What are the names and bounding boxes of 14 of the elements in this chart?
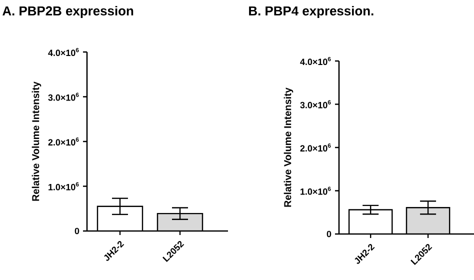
y-tick-label: 1.0×10$^{6}$ <box>48 182 79 190</box>
y-axis-title: Relative Volume Intensity <box>32 82 42 201</box>
y-tick-label: 2.0×10$^{6}$ <box>300 143 331 152</box>
y-tick-label: 3.0×10$^{6}$ <box>48 92 79 101</box>
y-tick-label: 2.0×10$^{6}$ <box>48 137 79 146</box>
y-tick-label: 4.0×10$^{6}$ <box>48 48 79 56</box>
y-tick-label: 0 <box>326 230 332 238</box>
y-tick-label: 3.0×10$^{6}$ <box>300 100 331 108</box>
chart-title: B. PBP4 expression. <box>249 6 374 18</box>
y-tick-label: 4.0×10$^{6}$ <box>300 56 331 66</box>
y-tick-label: 0 <box>74 228 80 234</box>
y-tick-label: 1.0×10$^{6}$ <box>300 186 331 195</box>
chart-title: A. PBP2B expression <box>2 6 134 18</box>
y-axis-title: Relative Volume Intensity <box>284 88 294 207</box>
